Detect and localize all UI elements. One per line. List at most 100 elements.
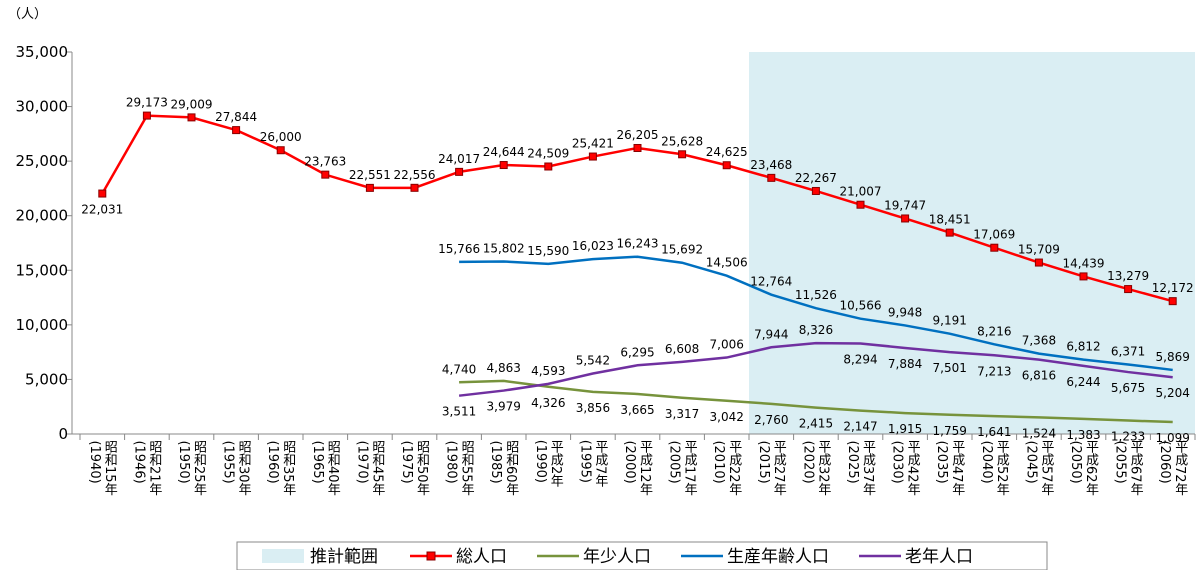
x-tick-label: 昭和21年(1946) (131, 440, 162, 496)
data-label: 7,006 (710, 338, 744, 352)
marker (722, 161, 731, 170)
data-label: 4,593 (531, 364, 565, 378)
data-label: 25,628 (661, 134, 703, 148)
marker (1124, 285, 1133, 294)
marker (1079, 272, 1088, 281)
series-line (458, 341, 1173, 397)
data-label: 1,915 (888, 422, 922, 436)
x-tick-label: 昭和55年(1980) (444, 440, 475, 496)
data-label: 7,213 (977, 364, 1011, 378)
data-label: 27,844 (215, 110, 257, 124)
data-label: 19,747 (884, 198, 926, 212)
data-label: 2,147 (843, 420, 877, 434)
data-label: 15,766 (438, 242, 480, 256)
data-label: 15,802 (483, 242, 525, 256)
legend-label: 年少人口 (583, 547, 651, 567)
data-label: 2,760 (754, 413, 788, 427)
data-label: 6,816 (1022, 369, 1056, 383)
legend-label: 生産年齢人口 (727, 547, 829, 567)
data-label: 3,042 (710, 410, 744, 424)
x-tick-label: 平成67年(2055) (1113, 440, 1144, 496)
data-label: 1,099 (1156, 431, 1190, 445)
data-label: 26,205 (617, 128, 659, 142)
data-label: 12,172 (1152, 281, 1194, 295)
data-label: 24,509 (527, 147, 569, 161)
marker (187, 113, 196, 122)
marker (142, 111, 151, 120)
data-label: 1,759 (933, 424, 967, 438)
data-label: 11,526 (795, 288, 837, 302)
marker (856, 200, 865, 209)
data-label: 10,566 (840, 299, 882, 313)
data-label: 23,763 (304, 155, 346, 169)
x-tick-label: 昭和45年(1970) (354, 440, 385, 496)
x-tick-label: 平成37年(2025) (845, 440, 876, 496)
x-tick-label: 昭和60年(1985) (488, 440, 519, 496)
data-label: 4,863 (487, 361, 521, 375)
x-tick-label: 昭和15年(1940) (87, 440, 118, 496)
marker (321, 170, 330, 179)
data-label: 4,740 (442, 362, 476, 376)
x-tick-label: 平成52年(2040) (979, 440, 1010, 496)
legend-box (236, 541, 1048, 570)
x-tick-label: 平成72年(2060) (1157, 440, 1188, 496)
legend-label: 総人口 (456, 547, 507, 567)
marker (990, 243, 999, 252)
x-tick-label: 平成32年(2020) (800, 440, 831, 496)
data-label: 6,244 (1066, 375, 1100, 389)
marker (1034, 258, 1043, 267)
data-label: 2,415 (799, 417, 833, 431)
x-tick-label: 平成62年(2050) (1068, 440, 1099, 496)
marker (633, 143, 642, 152)
y-tick-label: 15,000 (16, 261, 69, 279)
x-tick-label: 平成17年(2005) (667, 440, 698, 496)
marker (901, 214, 910, 223)
data-label: 9,948 (888, 305, 922, 319)
x-tick-label: 平成42年(2030) (890, 440, 921, 496)
data-label: 22,267 (795, 171, 837, 185)
y-tick-label: 10,000 (16, 316, 69, 334)
data-label: 9,191 (933, 314, 967, 328)
data-label: 1,641 (977, 425, 1011, 439)
data-label: 5,869 (1156, 350, 1190, 364)
data-label: 24,625 (706, 145, 748, 159)
x-tick-label: 昭和50年(1975) (399, 440, 430, 496)
data-label: 3,979 (487, 400, 521, 414)
x-tick-label: 平成7年(1995) (577, 440, 608, 488)
y-tick-label: 20,000 (16, 207, 69, 225)
data-label: 22,031 (81, 203, 123, 217)
data-label: 24,017 (438, 152, 480, 166)
data-label: 15,709 (1018, 243, 1060, 257)
data-label: 7,368 (1022, 334, 1056, 348)
data-label: 29,173 (126, 96, 168, 110)
x-tick-label: 昭和40年(1965) (310, 440, 341, 496)
data-label: 13,279 (1107, 269, 1149, 283)
data-label: 24,644 (483, 145, 525, 159)
series-line (459, 379, 1173, 424)
data-label: 7,884 (888, 357, 922, 371)
legend-label: 老年人口 (905, 547, 973, 567)
data-label: 15,590 (527, 244, 569, 258)
data-label: 6,608 (665, 342, 699, 356)
data-label: 3,856 (576, 401, 610, 415)
marker (544, 162, 553, 171)
marker (811, 186, 820, 195)
data-label: 8,216 (977, 324, 1011, 338)
marker (1168, 297, 1177, 306)
data-label: 3,665 (620, 403, 654, 417)
marker (232, 126, 241, 135)
marker (98, 189, 107, 198)
y-tick-label: 30,000 (16, 98, 69, 116)
data-label: 7,501 (933, 361, 967, 375)
data-label: 1,233 (1111, 430, 1145, 444)
marker (678, 150, 687, 159)
data-label: 25,421 (572, 137, 614, 151)
x-tick-label: 昭和25年(1950) (176, 440, 207, 496)
data-label: 16,023 (572, 239, 614, 253)
data-label: 17,069 (973, 228, 1015, 242)
data-label: 15,692 (661, 243, 703, 257)
data-label: 18,451 (929, 213, 971, 227)
marker (767, 173, 776, 182)
data-label: 1,524 (1022, 426, 1056, 440)
